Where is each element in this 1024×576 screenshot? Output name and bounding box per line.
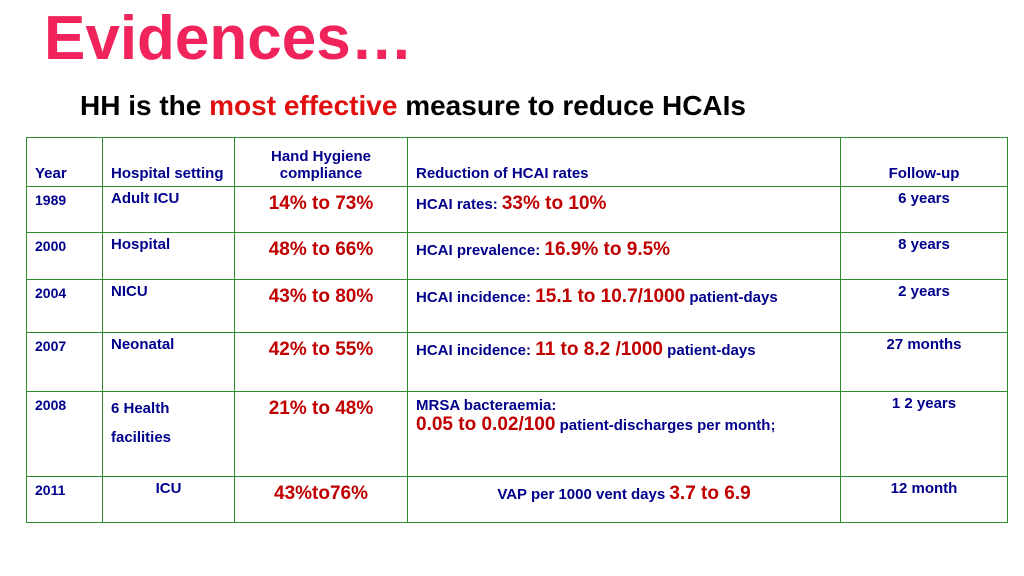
reduction-value: 33% to 10%	[501, 193, 607, 214]
evidence-table: Year Hospital setting Hand Hygiene compl…	[26, 137, 1008, 523]
cell-reduction: MRSA bacteraemia: 0.05 to 0.02/100 patie…	[407, 391, 841, 477]
cell-year: 2007	[26, 332, 103, 392]
reduction-label: HCAI prevalence:	[416, 242, 545, 259]
cell-reduction: HCAI incidence: 11 to 8.2 /1000 patient-…	[407, 332, 841, 392]
cell-reduction: HCAI prevalence: 16.9% to 9.5%	[407, 232, 841, 280]
cell-followup: 2 years	[840, 279, 1008, 333]
header-compliance: Hand Hygiene compliance	[234, 137, 408, 187]
cell-reduction: VAP per 1000 vent days 3.7 to 6.9	[407, 476, 841, 523]
reduction-label: HCAI rates:	[416, 196, 502, 213]
cell-year: 2008	[26, 391, 103, 477]
cell-setting: Adult ICU	[102, 186, 235, 233]
reduction-suffix: patient-discharges per month;	[555, 417, 776, 435]
reduction-label: MRSA bacteraemia:	[416, 397, 557, 414]
cell-year: 2004	[26, 279, 103, 333]
subtitle-highlight: most effective	[209, 90, 398, 121]
table-row: 1989 Adult ICU 14% to 73% HCAI rates: 33…	[26, 186, 1008, 233]
cell-compliance: 42% to 55%	[234, 332, 408, 392]
header-setting: Hospital setting	[102, 137, 235, 187]
reduction-label: HCAI incidence:	[416, 289, 536, 306]
subtitle-prefix: HH is the	[80, 90, 210, 121]
reduction-value: 11 to 8.2 /1000	[535, 339, 664, 360]
table-row: 2000 Hospital 48% to 66% HCAI prevalence…	[26, 232, 1008, 280]
slide-title: Evidences…	[44, 4, 413, 73]
table-row: 2004 NICU 43% to 80% HCAI incidence: 15.…	[26, 279, 1008, 333]
cell-followup: 12 month	[840, 476, 1008, 523]
cell-reduction: HCAI incidence: 15.1 to 10.7/1000 patien…	[407, 279, 841, 333]
header-year: Year	[26, 137, 103, 187]
table-row: 2011 ICU 43%to76% VAP per 1000 vent days…	[26, 476, 1008, 523]
reduction-value: 15.1 to 10.7/1000	[535, 286, 686, 307]
cell-followup: 6 years	[840, 186, 1008, 233]
cell-setting: Neonatal	[102, 332, 235, 392]
subtitle-suffix: measure to reduce HCAIs	[397, 90, 747, 121]
cell-setting: NICU	[102, 279, 235, 333]
reduction-value: 0.05 to 0.02/100	[416, 414, 556, 436]
reduction-label: VAP per 1000 vent days	[497, 486, 670, 503]
cell-followup: 27 months	[840, 332, 1008, 392]
header-followup: Follow-up	[840, 137, 1008, 187]
cell-compliance: 43%to76%	[234, 476, 408, 523]
reduction-suffix: patient-days	[685, 289, 778, 306]
cell-setting: ICU	[102, 476, 235, 523]
table-row: 2007 Neonatal 42% to 55% HCAI incidence:…	[26, 332, 1008, 392]
table-row: 2008 6 Health facilities 21% to 48% MRSA…	[26, 391, 1008, 477]
reduction-suffix: patient-days	[663, 342, 756, 359]
cell-reduction: HCAI rates: 33% to 10%	[407, 186, 841, 233]
cell-year: 2000	[26, 232, 103, 280]
reduction-value: 16.9% to 9.5%	[544, 239, 671, 260]
cell-compliance: 14% to 73%	[234, 186, 408, 233]
slide-subtitle: HH is the most effective measure to redu…	[80, 90, 746, 122]
cell-followup: 1 2 years	[840, 391, 1008, 477]
cell-compliance: 48% to 66%	[234, 232, 408, 280]
table-header-row: Year Hospital setting Hand Hygiene compl…	[26, 137, 1008, 187]
reduction-label: HCAI incidence:	[416, 342, 536, 359]
cell-compliance: 43% to 80%	[234, 279, 408, 333]
cell-setting: 6 Health facilities	[102, 391, 235, 477]
cell-year: 1989	[26, 186, 103, 233]
cell-year: 2011	[26, 476, 103, 523]
header-reduction: Reduction of HCAI rates	[407, 137, 841, 187]
cell-compliance: 21% to 48%	[234, 391, 408, 477]
cell-setting: Hospital	[102, 232, 235, 280]
cell-followup: 8 years	[840, 232, 1008, 280]
reduction-value: 3.7 to 6.9	[669, 483, 751, 504]
